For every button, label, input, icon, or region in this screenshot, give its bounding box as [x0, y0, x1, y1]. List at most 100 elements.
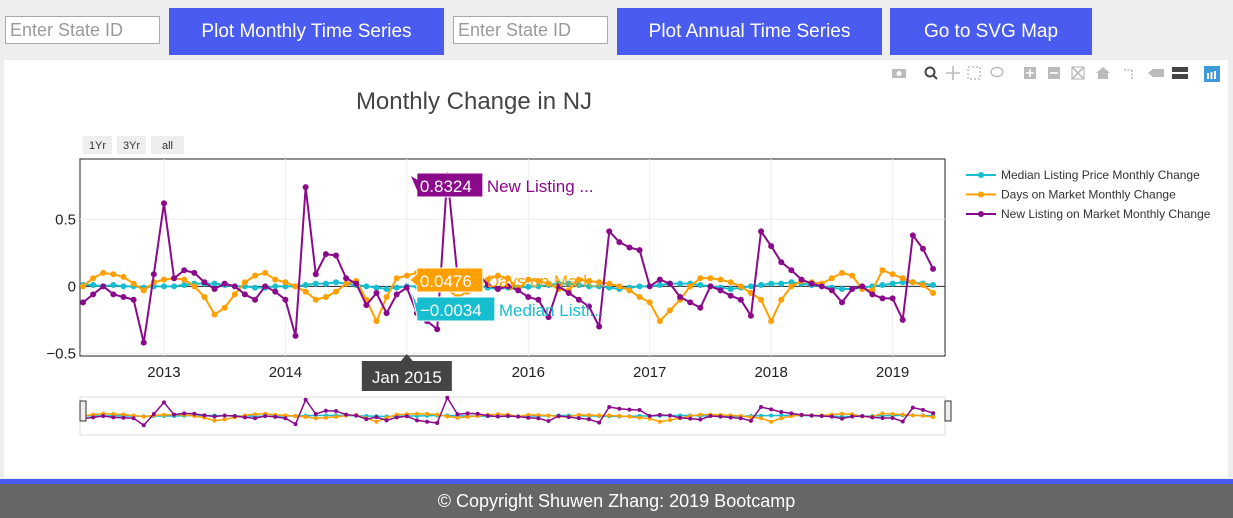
range-slider[interactable]: [79, 395, 952, 436]
data-point: [363, 302, 370, 309]
data-point: [889, 295, 896, 302]
data-point: [586, 277, 592, 284]
x-tick-label: 2013: [147, 364, 180, 381]
slider-data-point: [526, 415, 531, 420]
y-tick-label: −0.5: [46, 345, 76, 362]
svg-map-button[interactable]: Go to SVG Map: [890, 8, 1092, 55]
logo-bar: [1207, 73, 1209, 79]
data-point: [717, 287, 724, 294]
data-point: [697, 275, 704, 282]
slider-data-point: [657, 412, 662, 417]
data-point: [788, 283, 795, 290]
camera-icon[interactable]: [892, 69, 906, 78]
range-button-3yr[interactable]: [117, 136, 146, 154]
data-point: [393, 275, 400, 282]
data-point: [181, 281, 188, 288]
slider-data-point: [698, 412, 703, 417]
pan-icon[interactable]: [946, 66, 960, 80]
slider-data-point: [212, 414, 217, 419]
legend-entry[interactable]: New Listing on Market Monthly Change: [1001, 207, 1211, 221]
data-point: [899, 275, 906, 282]
slider-data-point: [860, 414, 865, 418]
slider-data-point: [576, 412, 581, 417]
data-point: [403, 284, 410, 291]
data-point: [596, 323, 603, 330]
slider-data-point: [313, 412, 318, 417]
data-point: [758, 281, 765, 288]
slider-data-point: [667, 413, 672, 418]
spike-lines-icon[interactable]: [1124, 69, 1133, 80]
lasso-loop: [990, 66, 1004, 78]
annual-state-id-input[interactable]: [453, 16, 608, 44]
monthly-state-id-input[interactable]: [5, 16, 160, 44]
hover-compare-icon[interactable]: [1172, 67, 1188, 79]
data-point: [666, 307, 673, 314]
box-select-icon[interactable]: [967, 66, 981, 80]
legend-swatch-marker: [978, 211, 984, 217]
slider-data-point: [313, 416, 318, 421]
data-point: [747, 312, 754, 319]
slider-data-point: [840, 411, 844, 416]
slider-grabber[interactable]: [944, 400, 952, 422]
slider-data-point: [242, 415, 247, 420]
zoom-in-icon[interactable]: [1024, 67, 1036, 79]
slider-data-point: [708, 414, 713, 418]
data-point: [768, 318, 775, 325]
data-point: [930, 265, 937, 272]
slider-data-point: [587, 417, 591, 422]
data-point: [575, 281, 582, 288]
data-point: [201, 294, 208, 301]
slider-grabber[interactable]: [79, 400, 87, 422]
slider-data-point: [293, 414, 298, 418]
data-point: [879, 281, 886, 288]
legend-entry[interactable]: Median Listing Price Monthly Change: [1001, 168, 1200, 182]
data-point: [727, 279, 734, 286]
compare-bar-bottom: [1172, 74, 1188, 79]
data-point: [120, 273, 127, 280]
slider-data-point: [374, 415, 379, 420]
range-button-all[interactable]: [151, 136, 184, 154]
slider-data-point: [536, 413, 541, 418]
slider-data-point: [657, 419, 662, 424]
data-point: [484, 281, 491, 288]
data-point: [363, 283, 370, 290]
slider-data-point: [334, 408, 338, 413]
zoom-icon[interactable]: [924, 66, 938, 80]
slider-data-point: [445, 414, 450, 419]
data-point: [535, 296, 542, 303]
plot-monthly-button[interactable]: Plot Monthly Time Series: [169, 8, 444, 55]
plotly-logo-icon[interactable]: [1204, 66, 1220, 82]
data-point: [656, 281, 663, 288]
reset-axes-icon[interactable]: [1096, 67, 1110, 79]
plot-annual-button[interactable]: Plot Annual Time Series: [617, 8, 882, 55]
data-point: [636, 294, 643, 301]
data-point: [707, 275, 714, 282]
slider-data-point: [779, 410, 784, 415]
autoscale-icon[interactable]: [1071, 66, 1085, 80]
lasso-icon[interactable]: [990, 66, 1004, 78]
data-point: [231, 283, 238, 290]
slider-data-point: [678, 415, 683, 420]
compare-bar-top: [1172, 67, 1188, 72]
slider-data-point: [323, 408, 328, 413]
data-point: [201, 279, 208, 286]
legend-entry[interactable]: Days on Market Monthly Change: [1001, 188, 1176, 202]
hover-closest-icon[interactable]: [1148, 69, 1164, 77]
modebar: [892, 66, 1220, 82]
slider-data-point: [101, 414, 106, 418]
data-point: [656, 276, 663, 283]
data-point: [272, 276, 279, 283]
data-point: [636, 247, 643, 254]
zoom-glass: [924, 66, 936, 78]
zoom-out-icon[interactable]: [1048, 67, 1060, 79]
data-point: [322, 251, 329, 258]
chart-title: Monthly Change in NJ: [356, 88, 592, 115]
data-point: [494, 285, 501, 292]
data-point: [241, 279, 248, 286]
range-button-1yr[interactable]: [83, 136, 112, 154]
box-outline: [967, 66, 981, 80]
slider-data-point: [222, 417, 227, 422]
data-point: [221, 304, 228, 311]
slider-data-point: [546, 413, 551, 418]
slider-data-point: [182, 411, 187, 416]
